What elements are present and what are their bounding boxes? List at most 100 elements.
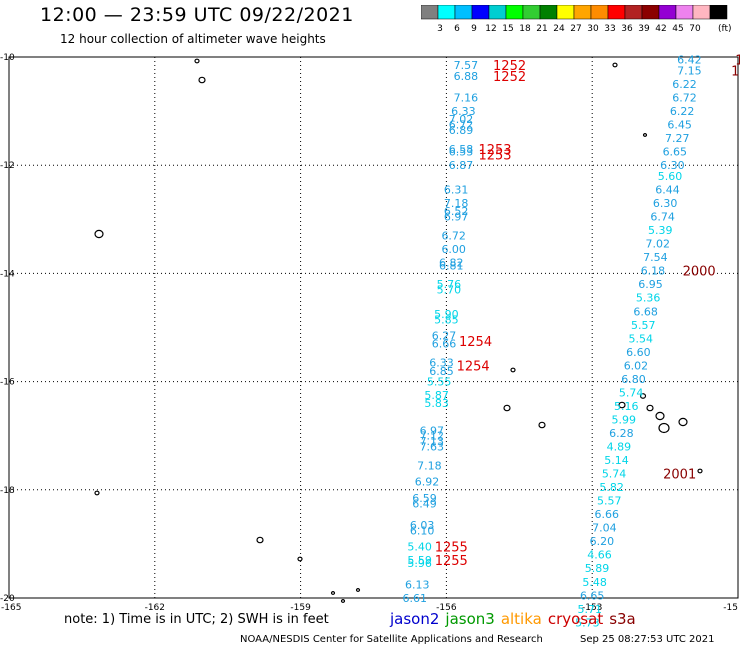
wave-height-label: 6.10 <box>410 524 435 537</box>
wave-height-label: 6.72 <box>449 119 474 132</box>
wave-height-label: 6.53 <box>449 146 474 159</box>
wave-height-label: 6.72 <box>441 230 466 243</box>
island-outline <box>658 422 670 434</box>
wave-height-label: 6.33 <box>429 357 454 370</box>
colorbar-tick-label: 9 <box>471 24 477 34</box>
wave-height-label: 6.27 <box>432 330 457 343</box>
wave-height-label: 6.66 <box>595 508 620 521</box>
wave-height-label: 6.03 <box>410 519 435 532</box>
island-outline <box>503 404 511 412</box>
satellite-legend-altika: altika <box>500 610 542 628</box>
wave-height-label: 5.71 <box>578 603 603 616</box>
wave-height-label: 5.16 <box>614 400 639 413</box>
wave-height-label: 6.65 <box>580 589 605 602</box>
wave-height-label: 6.60 <box>626 346 651 359</box>
pass-time-label: 1252 <box>493 70 526 85</box>
pass-time-label: 1252 <box>493 59 526 74</box>
wave-height-label: 5.55 <box>427 376 452 389</box>
wave-height-label: 5.89 <box>585 562 610 575</box>
wave-height-label: 5.82 <box>599 481 624 494</box>
colorbar-swatch <box>709 5 728 20</box>
wave-height-label: 6.28 <box>609 427 634 440</box>
pass-time-label: 1255 <box>435 554 468 569</box>
wave-height-label: 5.74 <box>619 386 644 399</box>
wave-height-label: 5.96 <box>407 557 432 570</box>
wave-height-label: 6.13 <box>405 578 430 591</box>
wave-height-label: 6.68 <box>633 305 658 318</box>
chart-subtitle: 12 hour collection of altimeter wave hei… <box>60 32 326 46</box>
wave-height-label: 5.60 <box>658 170 683 183</box>
wave-height-label: 5.90 <box>434 308 459 321</box>
colorbar-tick-label: 12 <box>485 24 496 34</box>
x-tick-label: -159 <box>290 603 311 613</box>
wave-height-label: 6.97 <box>420 424 445 437</box>
colorbar-tick-label: 21 <box>536 24 547 34</box>
wave-height-label: 5.57 <box>631 319 656 332</box>
satellite-legend-jason3: jason3 <box>445 610 495 628</box>
wave-height-label: 7.63 <box>420 441 445 454</box>
wave-height-label: 6.33 <box>451 105 476 118</box>
wave-height-label: 5.59 <box>407 554 432 567</box>
satellite-legend-cryosat: cryosat <box>547 610 604 628</box>
wave-height-label: 5.85 <box>434 313 459 326</box>
y-tick-label: -20 <box>0 594 15 604</box>
wave-height-label: 5.74 <box>602 468 627 481</box>
wave-height-label: 6.49 <box>412 497 437 510</box>
satellite-legend-s3a: s3a <box>609 610 636 628</box>
wave-height-label: 5.73 <box>575 616 600 629</box>
island-outline <box>642 133 648 137</box>
wave-height-label: 7.27 <box>665 132 690 145</box>
footer-timestamp: Sep 25 08:27:53 UTC 2021 <box>580 634 715 645</box>
island-outline <box>297 556 303 562</box>
colorbar-tick-label: 33 <box>604 24 615 34</box>
wave-height-label: 6.02 <box>624 359 649 372</box>
wave-height-label: 5.70 <box>437 284 462 297</box>
pass-time-label: 1255 <box>435 541 468 556</box>
wave-height-label: 7.02 <box>646 238 671 251</box>
y-tick-label: -18 <box>0 486 15 496</box>
wave-height-label: 7.04 <box>592 522 617 535</box>
y-tick-label: -16 <box>0 378 15 388</box>
colorbar-tick-label: 6 <box>454 24 460 34</box>
pass-time-label: 1254 <box>457 359 490 374</box>
x-tick-label: -15 <box>723 603 738 613</box>
x-tick-label: -165 <box>1 603 21 613</box>
wave-height-label: 6.61 <box>403 592 428 605</box>
wave-height-label: 7.16 <box>454 92 479 105</box>
island-outline <box>697 468 703 474</box>
wave-height-label: 6.58 <box>449 143 474 156</box>
wave-height-label: 6.59 <box>412 492 437 505</box>
wave-height-label: 5.39 <box>648 224 673 237</box>
pass-time-label: 2000 <box>683 265 716 280</box>
wave-height-label: 6.20 <box>590 535 615 548</box>
satellite-legend: jason2 jason3 altika cryosat s3a <box>390 610 642 628</box>
island-outline <box>94 490 100 496</box>
colorbar-tick-label: 27 <box>570 24 581 34</box>
island-outline <box>538 421 546 429</box>
colorbar-tick-label: 15 <box>502 24 513 34</box>
wave-height-label: 7.12 <box>420 430 445 443</box>
colorbar-tick-label: 45 <box>672 24 683 34</box>
island-outline <box>198 76 206 84</box>
wave-height-label: 6.88 <box>454 70 479 83</box>
wave-height-label: 7.15 <box>677 65 702 78</box>
wave-height-label: 6.87 <box>449 159 474 172</box>
wave-height-label: 5.76 <box>437 278 462 291</box>
wave-height-label: 6.66 <box>432 338 457 351</box>
wave-height-label: 6.89 <box>449 124 474 137</box>
wave-height-label: 6.30 <box>653 197 678 210</box>
wave-height-label: 7.18 <box>417 459 442 472</box>
x-tick-label: -156 <box>436 603 457 613</box>
wave-height-label: 5.57 <box>597 495 622 508</box>
colorbar-tick-label: 42 <box>655 24 666 34</box>
wave-height-label: 6.72 <box>672 92 697 105</box>
x-tick-label: -153 <box>582 603 602 613</box>
island-outline <box>194 58 200 64</box>
wave-height-label: 6.42 <box>677 54 702 67</box>
wave-height-label: 6.97 <box>444 211 469 224</box>
island-outline <box>256 536 264 544</box>
satellite-legend-jason2: jason2 <box>390 610 440 628</box>
x-tick-label: -162 <box>145 603 165 613</box>
colorbar-tick-label: 30 <box>587 24 599 34</box>
